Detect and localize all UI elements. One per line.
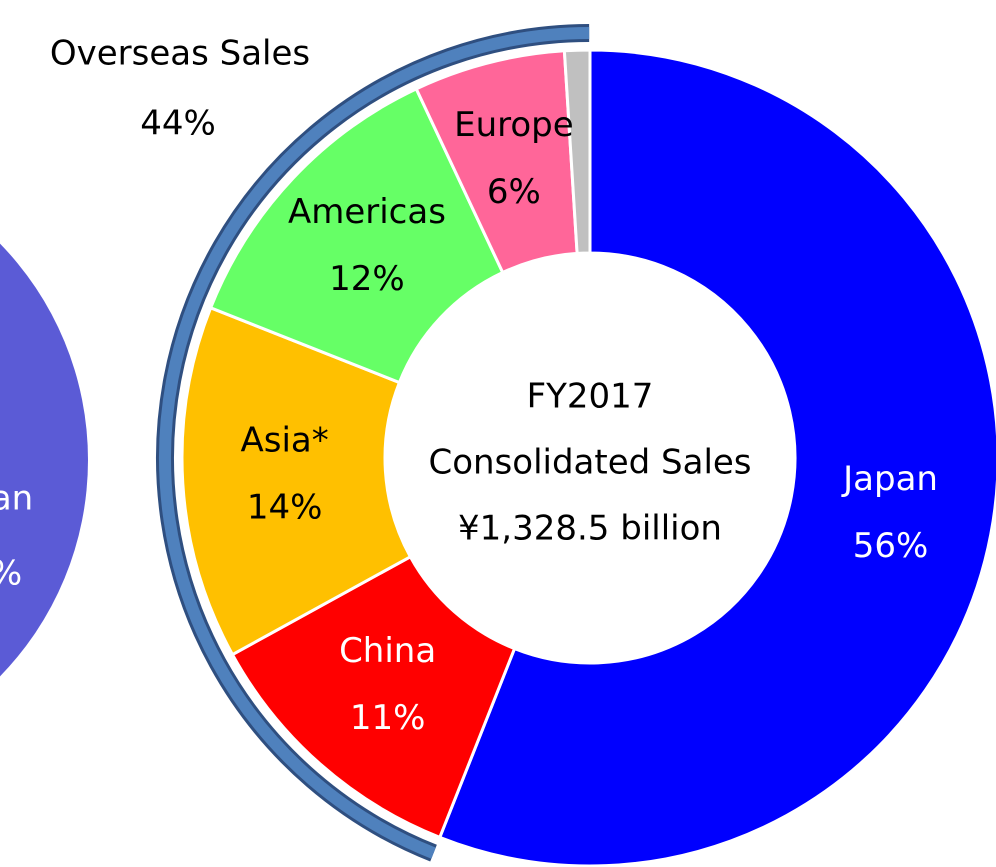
slice-value: 6% xyxy=(487,172,541,212)
center-text: Consolidated Sales xyxy=(428,443,751,483)
cropped-pie xyxy=(0,243,88,677)
slice-value: 12% xyxy=(329,259,405,299)
slice-label: Asia* xyxy=(240,421,328,461)
annotation-value: 44% xyxy=(140,104,216,144)
slice xyxy=(562,48,592,255)
slice-value: 11% xyxy=(350,698,426,738)
overseas-arc xyxy=(159,27,590,859)
slice xyxy=(180,305,413,657)
slice xyxy=(437,48,996,867)
cropped-label: an xyxy=(0,479,33,519)
slice-label: Europe xyxy=(454,105,574,145)
slice-label: Japan xyxy=(841,459,938,499)
slice-label: China xyxy=(339,631,436,671)
center-text: FY2017 xyxy=(527,377,654,417)
center-text: ¥1,328.5 billion xyxy=(458,509,722,549)
slice-label: Americas xyxy=(288,192,446,232)
slice xyxy=(208,86,505,385)
annotation-text: Overseas Sales xyxy=(50,34,310,74)
slice-value: 56% xyxy=(853,526,929,566)
slice-value: 14% xyxy=(247,488,323,528)
cropped-label: % xyxy=(0,554,22,594)
slice xyxy=(230,554,517,840)
